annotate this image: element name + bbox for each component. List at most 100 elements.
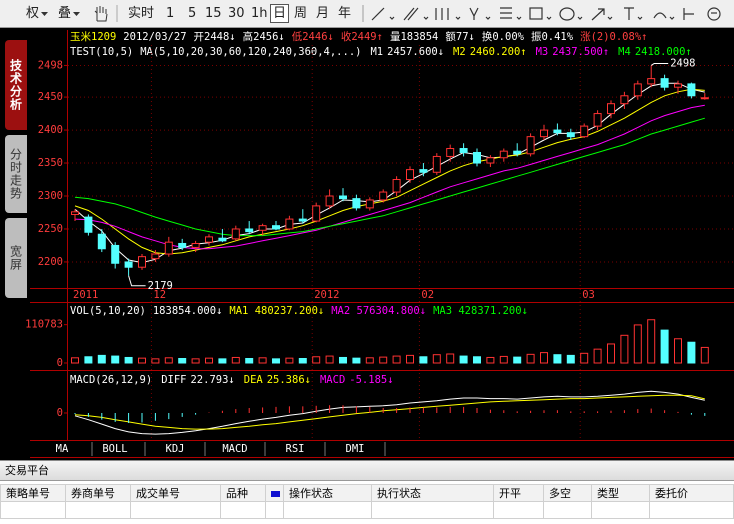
toolbar-button[interactable]: 30 xyxy=(228,6,245,21)
volume-bar xyxy=(540,352,548,364)
candle-body xyxy=(352,198,361,209)
volume-bar xyxy=(178,358,187,364)
legend-value: 22.793↓ xyxy=(190,374,234,386)
legend-value: 2457.600↓ xyxy=(387,46,444,58)
toolbar-button[interactable]: 1 xyxy=(166,6,175,21)
dropdown-arrow[interactable] xyxy=(73,12,80,17)
legend-value: 2437.500↑ xyxy=(552,46,609,58)
candle-body xyxy=(71,211,79,215)
x-tick-label: 2011 xyxy=(73,289,98,301)
candle-body xyxy=(111,244,120,264)
drawing-tools[interactable] xyxy=(362,5,734,22)
volume-bar xyxy=(674,338,682,364)
candle-body xyxy=(97,233,106,250)
candle-body xyxy=(406,169,414,181)
volume-bar xyxy=(164,357,173,364)
column-header[interactable]: 执行状态 xyxy=(371,484,494,502)
header-item: TEST(10,5) xyxy=(70,46,133,58)
toolbar-button[interactable]: 1h xyxy=(251,6,268,21)
candle-body xyxy=(660,78,669,88)
candle-body xyxy=(553,129,562,134)
dropdown-arrow[interactable] xyxy=(41,12,48,17)
volume-bar xyxy=(71,357,79,364)
side-tab[interactable]: 分时走势 xyxy=(5,135,27,213)
candle-body xyxy=(245,228,254,233)
toolbar-button[interactable]: 实时 xyxy=(128,6,155,21)
volume-bar xyxy=(432,354,441,364)
candle-body xyxy=(473,151,481,164)
volume-bar xyxy=(633,324,642,364)
side-tab[interactable]: 宽屏 xyxy=(5,218,27,298)
y-tick-label: 2200 xyxy=(38,256,63,268)
indicator-tab[interactable]: RSI xyxy=(286,443,305,455)
x-tick-label: 2012 xyxy=(314,289,339,301)
candle-body xyxy=(566,132,575,138)
candle-body xyxy=(298,218,307,222)
column-header[interactable]: 委托价 xyxy=(649,484,734,502)
header-item: 2012/03/27 xyxy=(123,31,186,43)
header-item: 涨(2)0.08%↑ xyxy=(580,31,647,43)
volume-bar xyxy=(205,357,213,364)
volume-bar xyxy=(151,358,160,364)
volume-bar xyxy=(459,355,468,364)
indicator-tab[interactable]: MA xyxy=(56,443,69,455)
y-tick-label: 2450 xyxy=(38,91,63,103)
panel-header: MACD(26,12,9) DIFF 22.793↓ DEA 25.386↓ MACD -5… xyxy=(70,374,394,386)
column-header[interactable]: 券商单号 xyxy=(65,484,131,502)
indicator-tab[interactable]: BOLL xyxy=(102,443,127,455)
column-header[interactable]: 类型 xyxy=(591,484,650,502)
candle-body xyxy=(151,253,160,260)
column-header[interactable]: 操作状态 xyxy=(283,484,372,502)
toolbar-button[interactable]: 5 xyxy=(188,6,197,21)
legend-value: 2418.000↑ xyxy=(635,46,692,58)
candle-body xyxy=(258,225,267,231)
volume-bar xyxy=(687,341,696,364)
annotation: 2179 xyxy=(148,280,173,292)
column-header[interactable]: 策略单号 xyxy=(0,484,66,502)
candle-body xyxy=(593,113,602,127)
volume-bar xyxy=(499,355,508,364)
indicator-tab[interactable]: DMI xyxy=(346,443,365,455)
legend-name: M1 xyxy=(370,46,383,58)
toolbar-button[interactable]: 叠 xyxy=(58,6,72,21)
volume-bar xyxy=(486,356,495,364)
icon-cell xyxy=(265,484,284,502)
toolbar-button[interactable]: 权 xyxy=(26,6,40,21)
macd-line xyxy=(74,390,705,435)
column-header[interactable]: 品种 xyxy=(220,484,266,502)
column-header[interactable]: 开平 xyxy=(493,484,544,502)
toolbar-button[interactable]: 年 xyxy=(338,6,352,21)
candle-body xyxy=(325,195,334,207)
header-item: 振0.41% xyxy=(531,30,574,43)
header-item: MA(5,10,20,30,60,120,240,360,4,...) xyxy=(140,46,361,58)
y-tick-label: 0 xyxy=(57,357,63,369)
indicator-tab[interactable]: MACD xyxy=(222,443,247,455)
candle-body xyxy=(419,169,428,173)
header-item: 玉米1209 xyxy=(70,30,116,43)
toolbar-button[interactable]: 15 xyxy=(205,6,222,21)
candle-body xyxy=(272,225,280,230)
toolbar-button[interactable]: 周 xyxy=(294,6,308,21)
volume-bar xyxy=(406,354,414,364)
panel-header: VOL(5,10,20) 183854.000↓ MA1 480237.200↓ MA… xyxy=(70,305,528,317)
volume-bar xyxy=(84,356,93,364)
toolbar: 权 叠 实时 1 5 15 30 1h 日 周 月 年 xyxy=(0,0,734,28)
hand-icon[interactable] xyxy=(93,5,109,22)
header-item: 量183854 xyxy=(390,31,438,43)
order-table: 策略单号 券商单号 成交单号 品种 操作状态 执行状态 开平 多空 类型 委托价 xyxy=(0,484,734,519)
column-header[interactable]: 多空 xyxy=(543,484,592,502)
toolbar-button[interactable]: 日 xyxy=(270,4,290,23)
indicator-tab[interactable]: KDJ xyxy=(166,443,185,455)
volume-bar xyxy=(446,353,455,364)
candle-body xyxy=(205,236,213,243)
volume-bar xyxy=(647,319,656,364)
toolbar-button[interactable]: 月 xyxy=(316,6,330,21)
candle-body xyxy=(379,191,388,201)
candle-body xyxy=(138,256,146,268)
volume-bar xyxy=(285,357,294,364)
candle-body xyxy=(687,83,696,97)
legend-value: 2460.200↑ xyxy=(470,46,527,58)
side-tab[interactable]: 技术分析 xyxy=(5,40,27,130)
y-tick-label: 2300 xyxy=(38,190,63,202)
column-header[interactable]: 成交单号 xyxy=(130,484,221,502)
